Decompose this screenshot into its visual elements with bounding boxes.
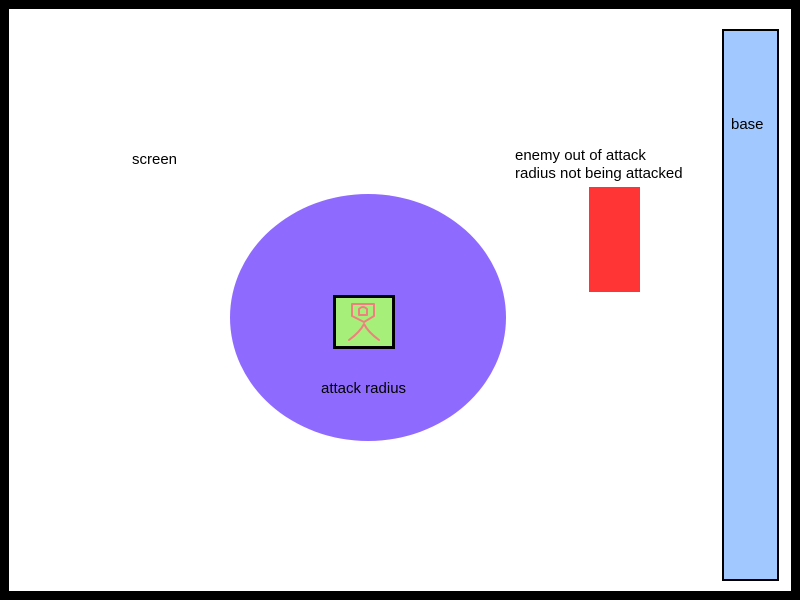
base-label: base (731, 116, 764, 133)
attack-radius-label: attack radius (321, 380, 407, 397)
base (722, 29, 779, 581)
enemy-label-line-1: enemy out of attack (515, 147, 646, 164)
enemy (589, 187, 640, 292)
enemy-label: enemy out of attack radius not being att… (515, 147, 683, 183)
screen-label: screen (132, 151, 178, 168)
tower (333, 295, 395, 349)
enemy-label-line-2: radius not being attacked (515, 165, 683, 182)
tower-figure-icon (348, 303, 380, 341)
